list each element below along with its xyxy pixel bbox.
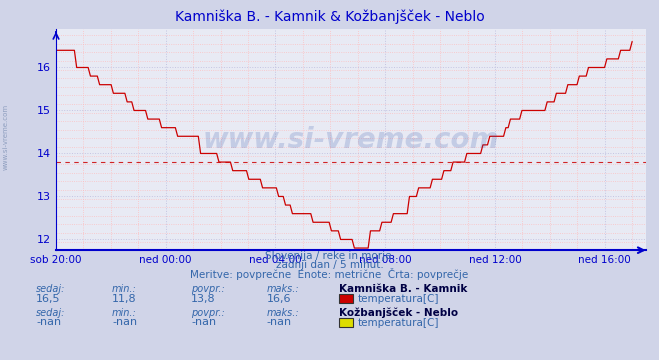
Text: sedaj:: sedaj: xyxy=(36,308,66,318)
Text: -nan: -nan xyxy=(36,318,61,328)
Text: 13,8: 13,8 xyxy=(191,294,215,304)
Text: temperatura[C]: temperatura[C] xyxy=(358,318,440,328)
Text: min.:: min.: xyxy=(112,308,137,318)
Text: 11,8: 11,8 xyxy=(112,294,136,304)
Text: povpr.:: povpr.: xyxy=(191,308,225,318)
Text: Kamniška B. - Kamnik & Kožbanjšček - Neblo: Kamniška B. - Kamnik & Kožbanjšček - Neb… xyxy=(175,9,484,23)
Text: Kožbanjšček - Neblo: Kožbanjšček - Neblo xyxy=(339,307,459,318)
Text: Meritve: povprečne  Enote: metrične  Črta: povprečje: Meritve: povprečne Enote: metrične Črta:… xyxy=(190,268,469,280)
Text: 16,5: 16,5 xyxy=(36,294,61,304)
Text: -nan: -nan xyxy=(112,318,137,328)
Text: www.si-vreme.com: www.si-vreme.com xyxy=(203,126,499,153)
Text: maks.:: maks.: xyxy=(267,308,300,318)
Text: -nan: -nan xyxy=(191,318,216,328)
Text: sedaj:: sedaj: xyxy=(36,284,66,294)
Text: povpr.:: povpr.: xyxy=(191,284,225,294)
Text: maks.:: maks.: xyxy=(267,284,300,294)
Text: zadnji dan / 5 minut.: zadnji dan / 5 minut. xyxy=(275,260,384,270)
Text: 16,6: 16,6 xyxy=(267,294,291,304)
Text: temperatura[C]: temperatura[C] xyxy=(358,294,440,304)
Text: Kamniška B. - Kamnik: Kamniška B. - Kamnik xyxy=(339,284,468,294)
Text: min.:: min.: xyxy=(112,284,137,294)
Text: -nan: -nan xyxy=(267,318,292,328)
Text: Slovenija / reke in morje.: Slovenija / reke in morje. xyxy=(264,251,395,261)
Text: www.si-vreme.com: www.si-vreme.com xyxy=(2,104,9,170)
